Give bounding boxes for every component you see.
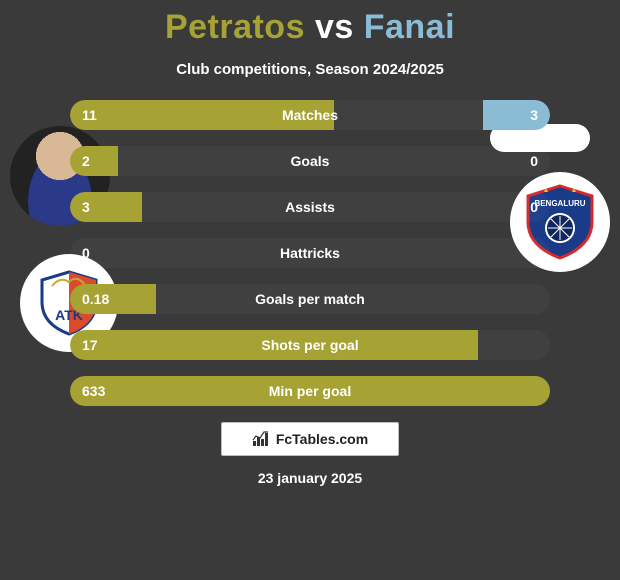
value-right: 0 — [530, 238, 538, 268]
bar-left — [70, 100, 334, 130]
vs-title: Petratos vs Fanai — [0, 8, 620, 47]
vs-word: vs — [315, 8, 354, 46]
value-left: 633 — [82, 376, 105, 406]
value-left: 11 — [82, 100, 97, 130]
stat-label: Hattricks — [70, 238, 550, 268]
value-left: 2 — [82, 146, 90, 176]
value-left: 0 — [82, 238, 90, 268]
stat-row: 0.18Goals per match — [70, 284, 550, 314]
value-left: 0.18 — [82, 284, 109, 314]
comparison-chart: 113Matches20Goals30Assists00Hattricks0.1… — [70, 100, 550, 406]
stat-row: 17Shots per goal — [70, 330, 550, 360]
bar-left — [70, 376, 550, 406]
subtitle: Club competitions, Season 2024/2025 — [0, 61, 620, 78]
stat-row: 633Min per goal — [70, 376, 550, 406]
bar-left — [70, 192, 142, 222]
value-right: 0 — [530, 192, 538, 222]
bar-right — [483, 100, 550, 130]
value-left: 17 — [82, 330, 98, 360]
value-left: 3 — [82, 192, 90, 222]
bar-left — [70, 146, 118, 176]
value-right: 0 — [530, 146, 538, 176]
site-label: FcTables.com — [276, 431, 368, 447]
stat-label: Assists — [70, 192, 550, 222]
chart-icon — [252, 430, 270, 448]
date-label: 23 january 2025 — [0, 470, 620, 486]
stat-row: 2 0Goals — [70, 146, 550, 176]
value-right: 3 — [530, 100, 538, 130]
stat-row: 3 0Assists — [70, 192, 550, 222]
header: Petratos vs Fanai Club competitions, Sea… — [0, 0, 620, 78]
stat-row: 0 0Hattricks — [70, 238, 550, 268]
site-badge[interactable]: FcTables.com — [221, 422, 399, 456]
player2-name: Fanai — [364, 8, 455, 46]
stat-label: Goals — [70, 146, 550, 176]
bar-left — [70, 330, 478, 360]
player1-name: Petratos — [165, 8, 305, 46]
stat-row: 113Matches — [70, 100, 550, 130]
